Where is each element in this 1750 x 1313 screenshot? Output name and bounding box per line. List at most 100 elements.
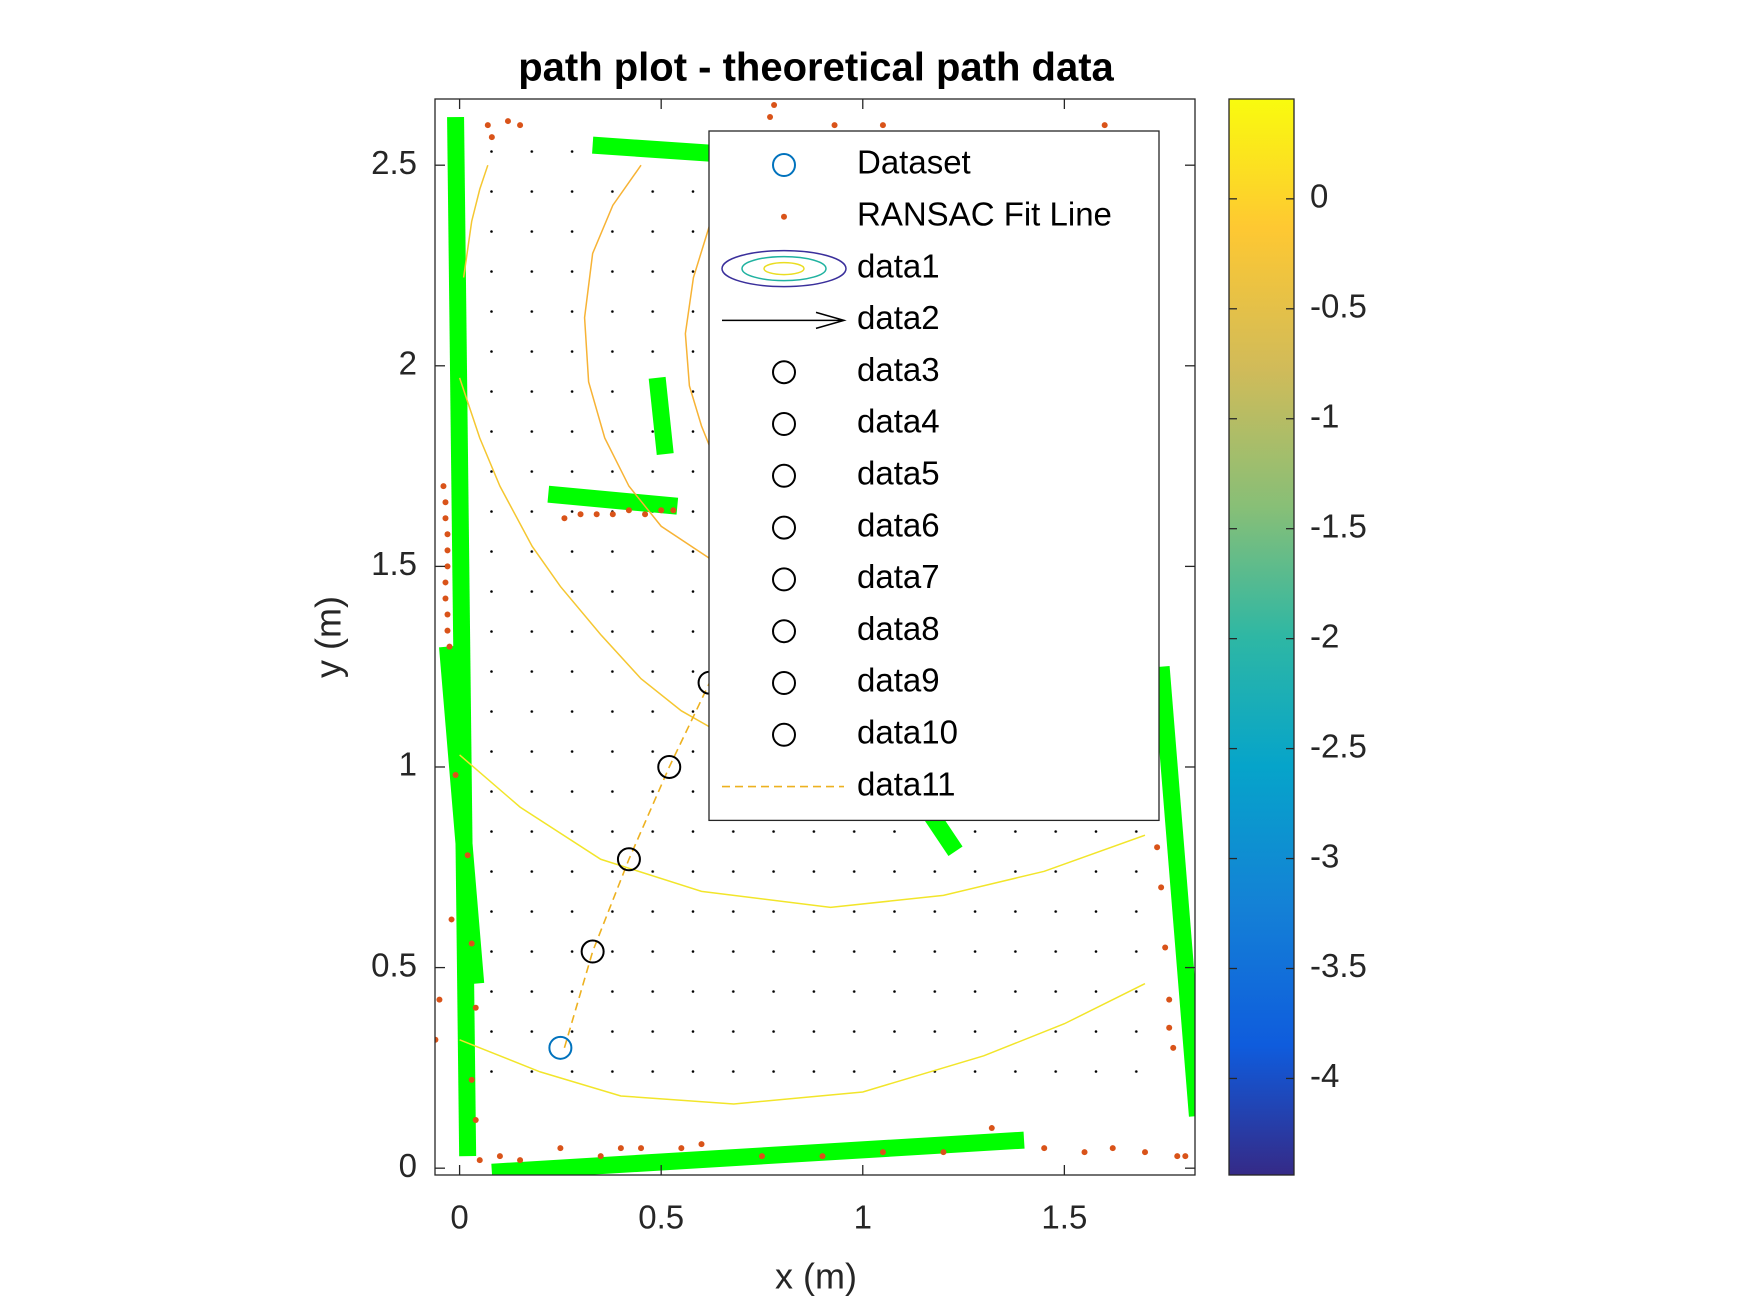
- ransac-point: [1174, 1153, 1181, 1160]
- ransac-point: [670, 507, 677, 514]
- legend-label: data3: [857, 351, 940, 388]
- ransac-point: [625, 507, 632, 514]
- ransac-point: [464, 852, 471, 859]
- ransac-point: [597, 1153, 604, 1160]
- legend-symbol: [772, 463, 796, 488]
- colorbar-ticks: 0 -0.5 -1 -1.5 -2 -2.5 -3 -3.5 -4: [1229, 178, 1367, 1094]
- contour-line: [458, 377, 710, 728]
- ransac-point: [484, 122, 491, 129]
- contour-line: [684, 225, 711, 447]
- wall-segment: [1152, 666, 1195, 1117]
- ransac-point: [1154, 844, 1161, 851]
- wall-segment: [648, 376, 674, 455]
- ransac-point: [436, 996, 443, 1003]
- marker: [616, 847, 641, 872]
- marker: [548, 1035, 573, 1060]
- y-tick-label: 1.5: [371, 545, 417, 582]
- marker: [580, 939, 605, 964]
- wall-segment: [547, 485, 679, 515]
- legend-symbol: [772, 515, 796, 540]
- ransac-point: [444, 531, 451, 538]
- colorbar-tick-label: -2.5: [1310, 727, 1367, 764]
- legend-label: data4: [857, 403, 940, 440]
- ransac-point: [642, 511, 649, 518]
- legend-symbol: [772, 567, 796, 592]
- colorbar-tick-label: -1: [1310, 397, 1339, 434]
- ransac-point: [698, 1141, 705, 1148]
- ransac-point: [468, 1076, 475, 1083]
- legend-symbol: [772, 153, 796, 177]
- wall-segment: [447, 116, 477, 1157]
- ransac-point: [452, 772, 459, 779]
- legend: Dataset RANSAC Fit Line data1 data2 data3 dat…: [708, 130, 1160, 822]
- legend-label: data9: [857, 662, 940, 699]
- ransac-point: [561, 515, 568, 522]
- ransac-point: [442, 499, 449, 506]
- x-tick-label: 1.5: [1041, 1199, 1087, 1236]
- ransac-point: [940, 1149, 947, 1156]
- ransac-point: [1158, 884, 1165, 891]
- legend-symbol: [772, 722, 796, 747]
- x-tick-label: 0: [450, 1199, 468, 1236]
- colorbar-tick-label: -0.5: [1310, 288, 1367, 325]
- ransac-point: [1166, 996, 1173, 1003]
- colorbar: [1228, 98, 1295, 1176]
- ransac-point: [988, 1125, 995, 1132]
- axes: 0 0.5 1 1.5 0 0.5 1 1.5 2 2.5: [371, 99, 1195, 1236]
- ransac-point: [440, 483, 447, 490]
- ransac-point: [488, 134, 495, 141]
- legend-label: data2: [857, 299, 940, 336]
- ransac-point: [496, 1153, 503, 1160]
- axes-box: [434, 98, 1196, 1176]
- wall-segment: [924, 810, 963, 856]
- legend-symbol: [763, 261, 805, 276]
- ransac-point: [504, 118, 511, 125]
- wall-segment: [439, 645, 485, 985]
- legend-symbol: [772, 671, 796, 695]
- legend-label: data6: [857, 506, 940, 543]
- y-axis-label: y (m): [308, 596, 349, 678]
- legend-label: data5: [857, 455, 940, 492]
- wall-segment: [592, 136, 711, 162]
- ransac-point: [442, 515, 449, 522]
- ransac-point: [678, 1145, 685, 1152]
- colorbar-tick-label: 0: [1310, 178, 1328, 215]
- ransac-point: [446, 643, 453, 650]
- ransac-point: [444, 611, 451, 618]
- colorbar-tick-label: -3: [1310, 837, 1339, 874]
- x-tick-label: 0.5: [638, 1199, 684, 1236]
- ransac-point: [472, 1004, 479, 1011]
- legend-label: data1: [857, 247, 940, 284]
- ransac-point: [577, 511, 584, 518]
- ransac-point: [1101, 122, 1108, 129]
- ransac-point: [1170, 1044, 1177, 1051]
- contour-line: [462, 164, 489, 278]
- chart-title: path plot - theoretical path data: [518, 46, 1114, 90]
- ransac-point: [1041, 1145, 1048, 1152]
- wall-segment: [491, 1131, 1025, 1175]
- ransac-point: [758, 1153, 765, 1160]
- contour-line: [583, 164, 710, 559]
- ransac-point: [831, 122, 838, 129]
- ransac-point: [879, 122, 886, 129]
- colorbar-tick-label: -3.5: [1310, 947, 1367, 984]
- ransac-point: [1166, 1024, 1173, 1031]
- contour-line: [459, 754, 1146, 909]
- y-tick-label: 0: [399, 1147, 417, 1184]
- ransac-point: [658, 507, 665, 514]
- ransac-point: [879, 1149, 886, 1156]
- ransac-point: [435, 1036, 439, 1043]
- ransac-point: [517, 1157, 524, 1164]
- ransac-point: [1162, 944, 1169, 951]
- legend-symbol: [772, 412, 796, 436]
- ransac-point: [476, 1157, 483, 1164]
- ransac-point: [609, 511, 616, 518]
- ransac-point: [1182, 1153, 1189, 1160]
- legend-symbol: [722, 311, 847, 330]
- y-tick-label: 2: [399, 345, 417, 382]
- ransac-point: [638, 1145, 645, 1152]
- legend-label: data10: [857, 714, 958, 751]
- ransac-point: [1081, 1149, 1088, 1156]
